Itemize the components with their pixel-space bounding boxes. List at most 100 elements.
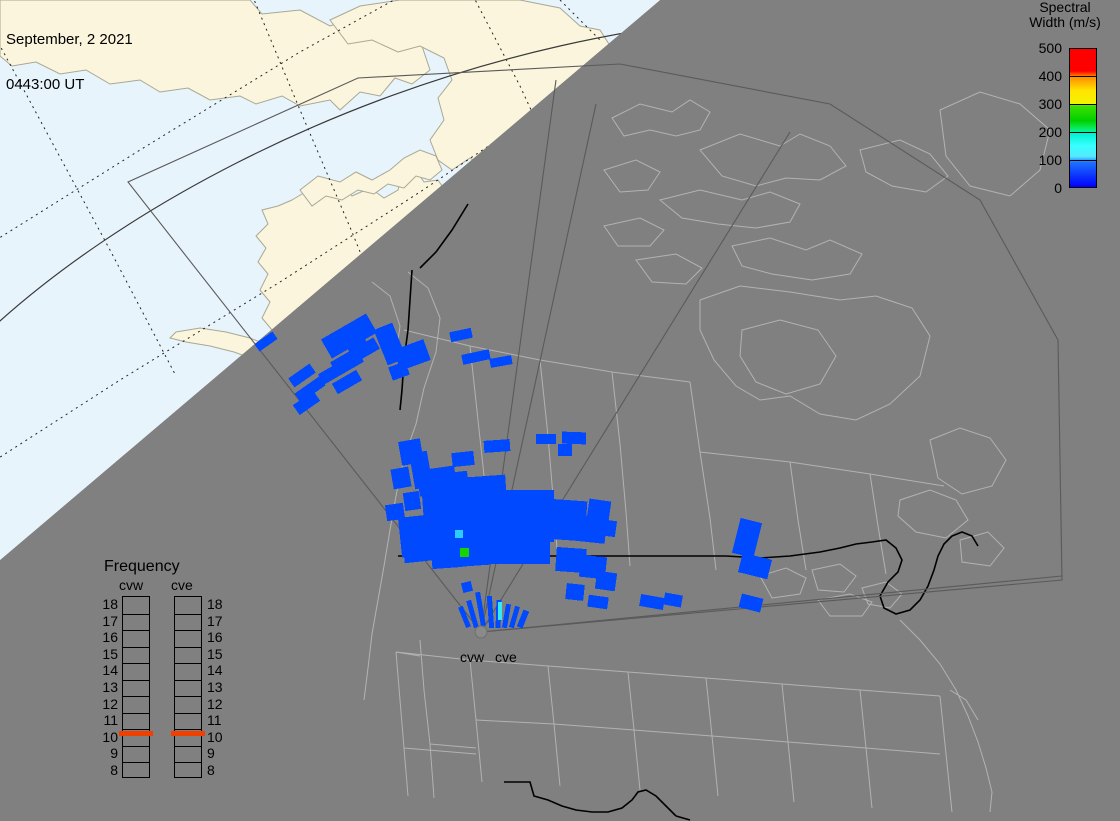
frequency-channel-label-cve: cve xyxy=(171,577,193,593)
radar-echo-cell xyxy=(318,351,364,385)
frequency-tick-cvw-13: 13 xyxy=(102,679,118,695)
frequency-tick-cvw-18: 18 xyxy=(102,596,118,613)
gauge-tick xyxy=(175,679,201,681)
frequency-tick-cvw-10: 10 xyxy=(102,728,118,745)
gauge-tick xyxy=(175,646,201,648)
radar-echo-cell xyxy=(501,603,512,629)
radar-echo-cell xyxy=(557,443,573,457)
frequency-tick-cve-10: 10 xyxy=(207,728,223,745)
frequency-tick-cvw-12: 12 xyxy=(102,695,118,712)
frequency-tick-cve-12: 12 xyxy=(207,695,223,712)
radar-echo-cell xyxy=(461,349,491,365)
gauge-tick xyxy=(175,712,201,714)
radar-echo-cell xyxy=(536,434,556,444)
frequency-tick-cve-14: 14 xyxy=(207,662,223,679)
frequency-tick-cve-17: 17 xyxy=(207,612,223,629)
frequency-tick-cvw-17: 17 xyxy=(102,612,118,629)
radar-echo-cell xyxy=(516,609,530,629)
frequency-channel-label-cvw: cvw xyxy=(119,577,144,593)
colorbar-tick-100: 100 xyxy=(1038,152,1062,168)
colorbar-tick-400: 400 xyxy=(1038,68,1062,84)
radar-echo-cell xyxy=(431,554,463,570)
gauge-tick xyxy=(123,762,149,764)
colorbar-tick-200: 200 xyxy=(1038,124,1062,140)
radar-echo-cell xyxy=(498,602,502,620)
frequency-tick-cvw-14: 14 xyxy=(102,662,118,679)
radar-echo-cell xyxy=(466,599,479,629)
site-label-cvw: cvw xyxy=(460,649,485,665)
radar-echo-cell xyxy=(451,450,475,468)
radar-echo-cell xyxy=(555,546,587,574)
frequency-tick-cvw-8: 8 xyxy=(110,761,118,778)
radar-echo-cell xyxy=(294,376,326,403)
landmass-alaska-north xyxy=(299,149,443,207)
frequency-legend: Frequency cvw 18 17 16 15 14 13 12 11 10 9 8 cve 18 17… xyxy=(86,558,236,798)
radar-echo-cell xyxy=(587,594,609,610)
gauge-tick xyxy=(123,679,149,681)
radar-echo-cell xyxy=(384,502,406,522)
radar-echo-cell xyxy=(594,570,618,592)
frequency-tick-cvw-15: 15 xyxy=(102,645,118,662)
radar-echo-cell xyxy=(565,583,585,601)
colorbar-gradient xyxy=(1069,48,1097,188)
radar-echo-cell xyxy=(388,361,410,381)
colorbar-divider-300 xyxy=(1069,104,1097,105)
radar-echo-cell xyxy=(568,514,608,544)
frequency-tick-cve-16: 16 xyxy=(207,629,223,646)
gauge-tick xyxy=(175,762,201,764)
radar-echo-cell xyxy=(390,466,412,490)
radar-echo-cell xyxy=(403,546,429,564)
radar-site-marker xyxy=(474,625,488,639)
colorbar-title-line2: Width (m/s) xyxy=(1029,14,1101,30)
frequency-tick-cvw-9: 9 xyxy=(110,745,118,762)
plot-timestamp: September, 2 2021 0443:00 UT xyxy=(6,2,133,122)
radar-echo-cell xyxy=(449,327,473,343)
site-label-cve: cve xyxy=(495,649,517,665)
radar-echo-cell xyxy=(341,326,371,360)
spectral-width-colorbar: Spectral Width (m/s) 500 400 300 200 100 0 xyxy=(1010,0,1120,200)
frequency-tick-cve-11: 11 xyxy=(207,712,222,729)
gauge-tick xyxy=(175,729,201,731)
radar-echo-cell xyxy=(561,431,587,445)
radar-echo-cell xyxy=(486,595,495,629)
radar-echo-cell xyxy=(489,355,513,368)
gauge-tick xyxy=(123,663,149,665)
colorbar-tick-500: 500 xyxy=(1038,40,1062,56)
gauge-tick xyxy=(175,696,201,698)
gauge-tick xyxy=(175,745,201,747)
gauge-tick xyxy=(175,630,201,632)
gauge-tick xyxy=(175,613,201,615)
radar-echo-cell xyxy=(596,518,618,538)
frequency-gauge-cve[interactable] xyxy=(174,596,202,778)
colorbar-tick-0: 0 xyxy=(1054,180,1062,196)
frequency-tick-cvw-16: 16 xyxy=(102,629,118,646)
gauge-tick xyxy=(123,646,149,648)
frequency-marker-cve xyxy=(171,730,205,736)
radar-echo-cell xyxy=(738,552,772,580)
radar-echo-cell xyxy=(738,593,764,613)
colorbar-divider-400 xyxy=(1069,76,1097,77)
radar-echo-cell xyxy=(475,591,486,627)
radar-echo-cell xyxy=(331,369,363,395)
frequency-tick-cve-18: 18 xyxy=(207,596,223,613)
radar-echo-cell xyxy=(509,605,520,629)
radar-echo-cell xyxy=(455,530,463,538)
plot-date: September, 2 2021 xyxy=(6,31,133,48)
gauge-tick xyxy=(123,712,149,714)
plot-time: 0443:00 UT xyxy=(6,76,85,93)
gauge-tick xyxy=(123,729,149,731)
radar-echo-cell xyxy=(288,363,316,388)
radar-echo-cell xyxy=(292,390,321,416)
frequency-legend-title: Frequency xyxy=(104,558,180,575)
radar-echo-cell xyxy=(458,605,471,629)
gauge-tick xyxy=(175,663,201,665)
colorbar-title: Spectral Width (m/s) xyxy=(1010,0,1120,30)
frequency-tick-cve-13: 13 xyxy=(207,679,223,695)
frequency-gauge-cvw[interactable] xyxy=(122,596,150,778)
gauge-tick xyxy=(123,745,149,747)
frequency-marker-cvw xyxy=(119,730,153,736)
radar-echo-cell xyxy=(254,331,278,352)
gauge-tick xyxy=(123,696,149,698)
